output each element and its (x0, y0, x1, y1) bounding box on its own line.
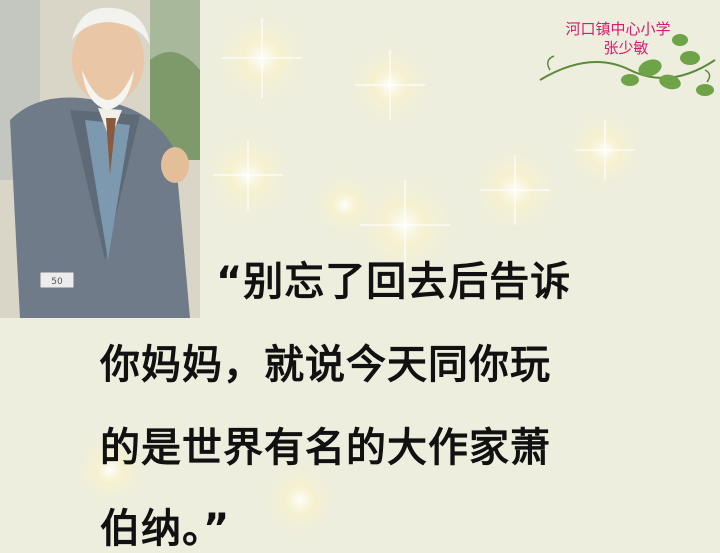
vine-decoration (539, 34, 716, 96)
quote-line-1: “别忘了回去后告诉 (216, 259, 572, 305)
credit-block: 河口镇中心小学 张少敏 (548, 20, 688, 58)
old-man-illustration: 50 (0, 0, 200, 318)
illustration-number: 50 (51, 277, 63, 287)
author-name: 张少敏 (603, 39, 649, 57)
school-name: 河口镇中心小学 (565, 20, 671, 38)
sparkle-background (70, 3, 650, 540)
quote-line-2: 你妈妈，就说今天同你玩 (100, 342, 551, 388)
quote-line-3: 的是世界有名的大作家萧 (100, 425, 551, 471)
quote-line-4: 伯纳。” (100, 506, 231, 552)
quote-text: “别忘了回去后告诉 你妈妈，就说今天同你玩 的是世界有名的大作家萧 伯纳。” (100, 259, 572, 552)
